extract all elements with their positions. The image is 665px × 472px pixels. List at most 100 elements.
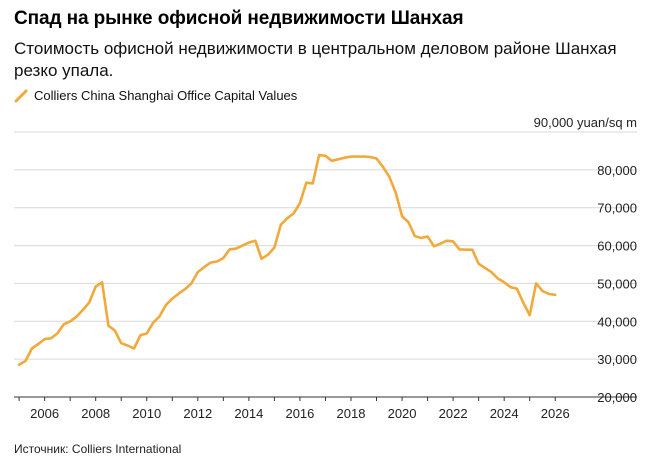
data-point bbox=[273, 246, 276, 249]
data-point bbox=[522, 301, 525, 304]
data-point bbox=[24, 360, 27, 362]
data-point bbox=[158, 315, 161, 318]
data-point bbox=[516, 287, 518, 290]
data-point bbox=[439, 242, 442, 245]
data-point bbox=[554, 293, 557, 296]
data-point bbox=[216, 260, 218, 263]
data-point bbox=[75, 315, 78, 318]
data-point bbox=[286, 217, 289, 220]
data-point bbox=[503, 281, 506, 284]
data-point bbox=[369, 156, 372, 158]
data-point bbox=[388, 175, 391, 178]
x-tick-label: 2026 bbox=[541, 406, 570, 421]
data-point bbox=[133, 347, 135, 350]
data-point bbox=[113, 329, 116, 332]
data-point bbox=[50, 337, 52, 340]
y-axis: 20,000 30,000 40,000 50,000 60,000 70,000 80,0… bbox=[534, 115, 637, 405]
data-point bbox=[420, 237, 423, 239]
data-point bbox=[235, 247, 238, 250]
data-point bbox=[362, 155, 365, 158]
data-point bbox=[69, 320, 72, 323]
data-point bbox=[177, 292, 180, 295]
data-point bbox=[311, 182, 314, 185]
data-point bbox=[145, 332, 148, 335]
data-point bbox=[56, 332, 59, 335]
data-point bbox=[165, 304, 167, 306]
data-point bbox=[541, 290, 544, 292]
data-point bbox=[433, 245, 435, 248]
x-tick-label: 2020 bbox=[388, 406, 417, 421]
data-point bbox=[464, 248, 467, 251]
legend: Colliers China Shanghai Office Capital V… bbox=[14, 88, 297, 103]
data-point bbox=[382, 165, 384, 168]
data-point bbox=[458, 248, 461, 251]
data-point bbox=[203, 266, 206, 269]
data-point bbox=[509, 286, 512, 289]
x-tick-label: 2010 bbox=[132, 406, 161, 421]
data-point bbox=[30, 347, 33, 350]
data-point bbox=[484, 267, 486, 269]
data-point bbox=[139, 334, 142, 337]
data-point bbox=[299, 202, 301, 205]
data-point bbox=[196, 271, 199, 273]
data-point bbox=[88, 301, 91, 304]
data-point bbox=[101, 281, 103, 284]
data-point bbox=[184, 288, 186, 291]
y-axis-label: 90,000 yuan/sq m bbox=[534, 115, 637, 130]
data-point bbox=[401, 215, 403, 218]
data-point bbox=[267, 253, 269, 256]
data-point bbox=[477, 262, 480, 265]
series-layer bbox=[17, 153, 557, 367]
data-point bbox=[241, 244, 244, 247]
data-point bbox=[337, 158, 340, 161]
y-tick-label: 50,000 bbox=[597, 276, 637, 291]
data-point bbox=[535, 282, 537, 285]
data-point bbox=[82, 309, 84, 311]
data-point bbox=[452, 240, 455, 243]
y-tick-label: 30,000 bbox=[597, 352, 637, 367]
data-point bbox=[43, 338, 46, 340]
source-note: Источник: Colliers International bbox=[14, 442, 182, 456]
x-tick-label: 2014 bbox=[234, 406, 263, 421]
data-point bbox=[547, 293, 550, 295]
data-point bbox=[426, 235, 429, 238]
legend-label: Colliers China Shanghai Office Capital V… bbox=[34, 88, 298, 103]
y-tick-label: 20,000 bbox=[597, 390, 637, 405]
data-point bbox=[490, 271, 493, 273]
y-tick-label: 40,000 bbox=[597, 314, 637, 329]
data-point bbox=[394, 191, 397, 194]
data-point bbox=[247, 241, 250, 244]
data-point bbox=[356, 155, 359, 158]
data-point bbox=[94, 285, 97, 288]
data-point bbox=[120, 342, 123, 345]
data-point bbox=[222, 257, 225, 259]
data-point bbox=[254, 239, 257, 242]
data-point bbox=[496, 277, 499, 280]
x-tick-label: 2012 bbox=[183, 406, 212, 421]
grid-lines bbox=[14, 131, 637, 360]
y-tick-label: 80,000 bbox=[597, 163, 637, 178]
data-point bbox=[279, 223, 282, 226]
data-point bbox=[228, 248, 231, 251]
series-line bbox=[17, 153, 557, 367]
data-point bbox=[324, 154, 327, 157]
data-point bbox=[260, 257, 263, 260]
data-point bbox=[37, 343, 40, 345]
x-tick-label: 2016 bbox=[285, 406, 314, 421]
legend-swatch-icon bbox=[14, 89, 28, 102]
data-point bbox=[445, 239, 448, 242]
data-point bbox=[350, 155, 352, 158]
chart-title: Спад на рынке офисной недвижимости Шанха… bbox=[14, 8, 464, 29]
data-point bbox=[190, 282, 193, 285]
y-tick-label: 60,000 bbox=[597, 239, 637, 254]
data-point bbox=[343, 156, 346, 159]
x-tick-label: 2008 bbox=[81, 406, 110, 421]
data-point bbox=[318, 154, 320, 156]
data-point bbox=[528, 314, 531, 317]
data-point bbox=[171, 297, 174, 300]
x-tick-label: 2024 bbox=[490, 406, 519, 421]
data-point bbox=[107, 324, 110, 327]
data-point bbox=[407, 221, 410, 224]
x-axis: 2006 2008 2010 2012 2014 2016 2018 2020 2022 2024… bbox=[14, 396, 637, 421]
